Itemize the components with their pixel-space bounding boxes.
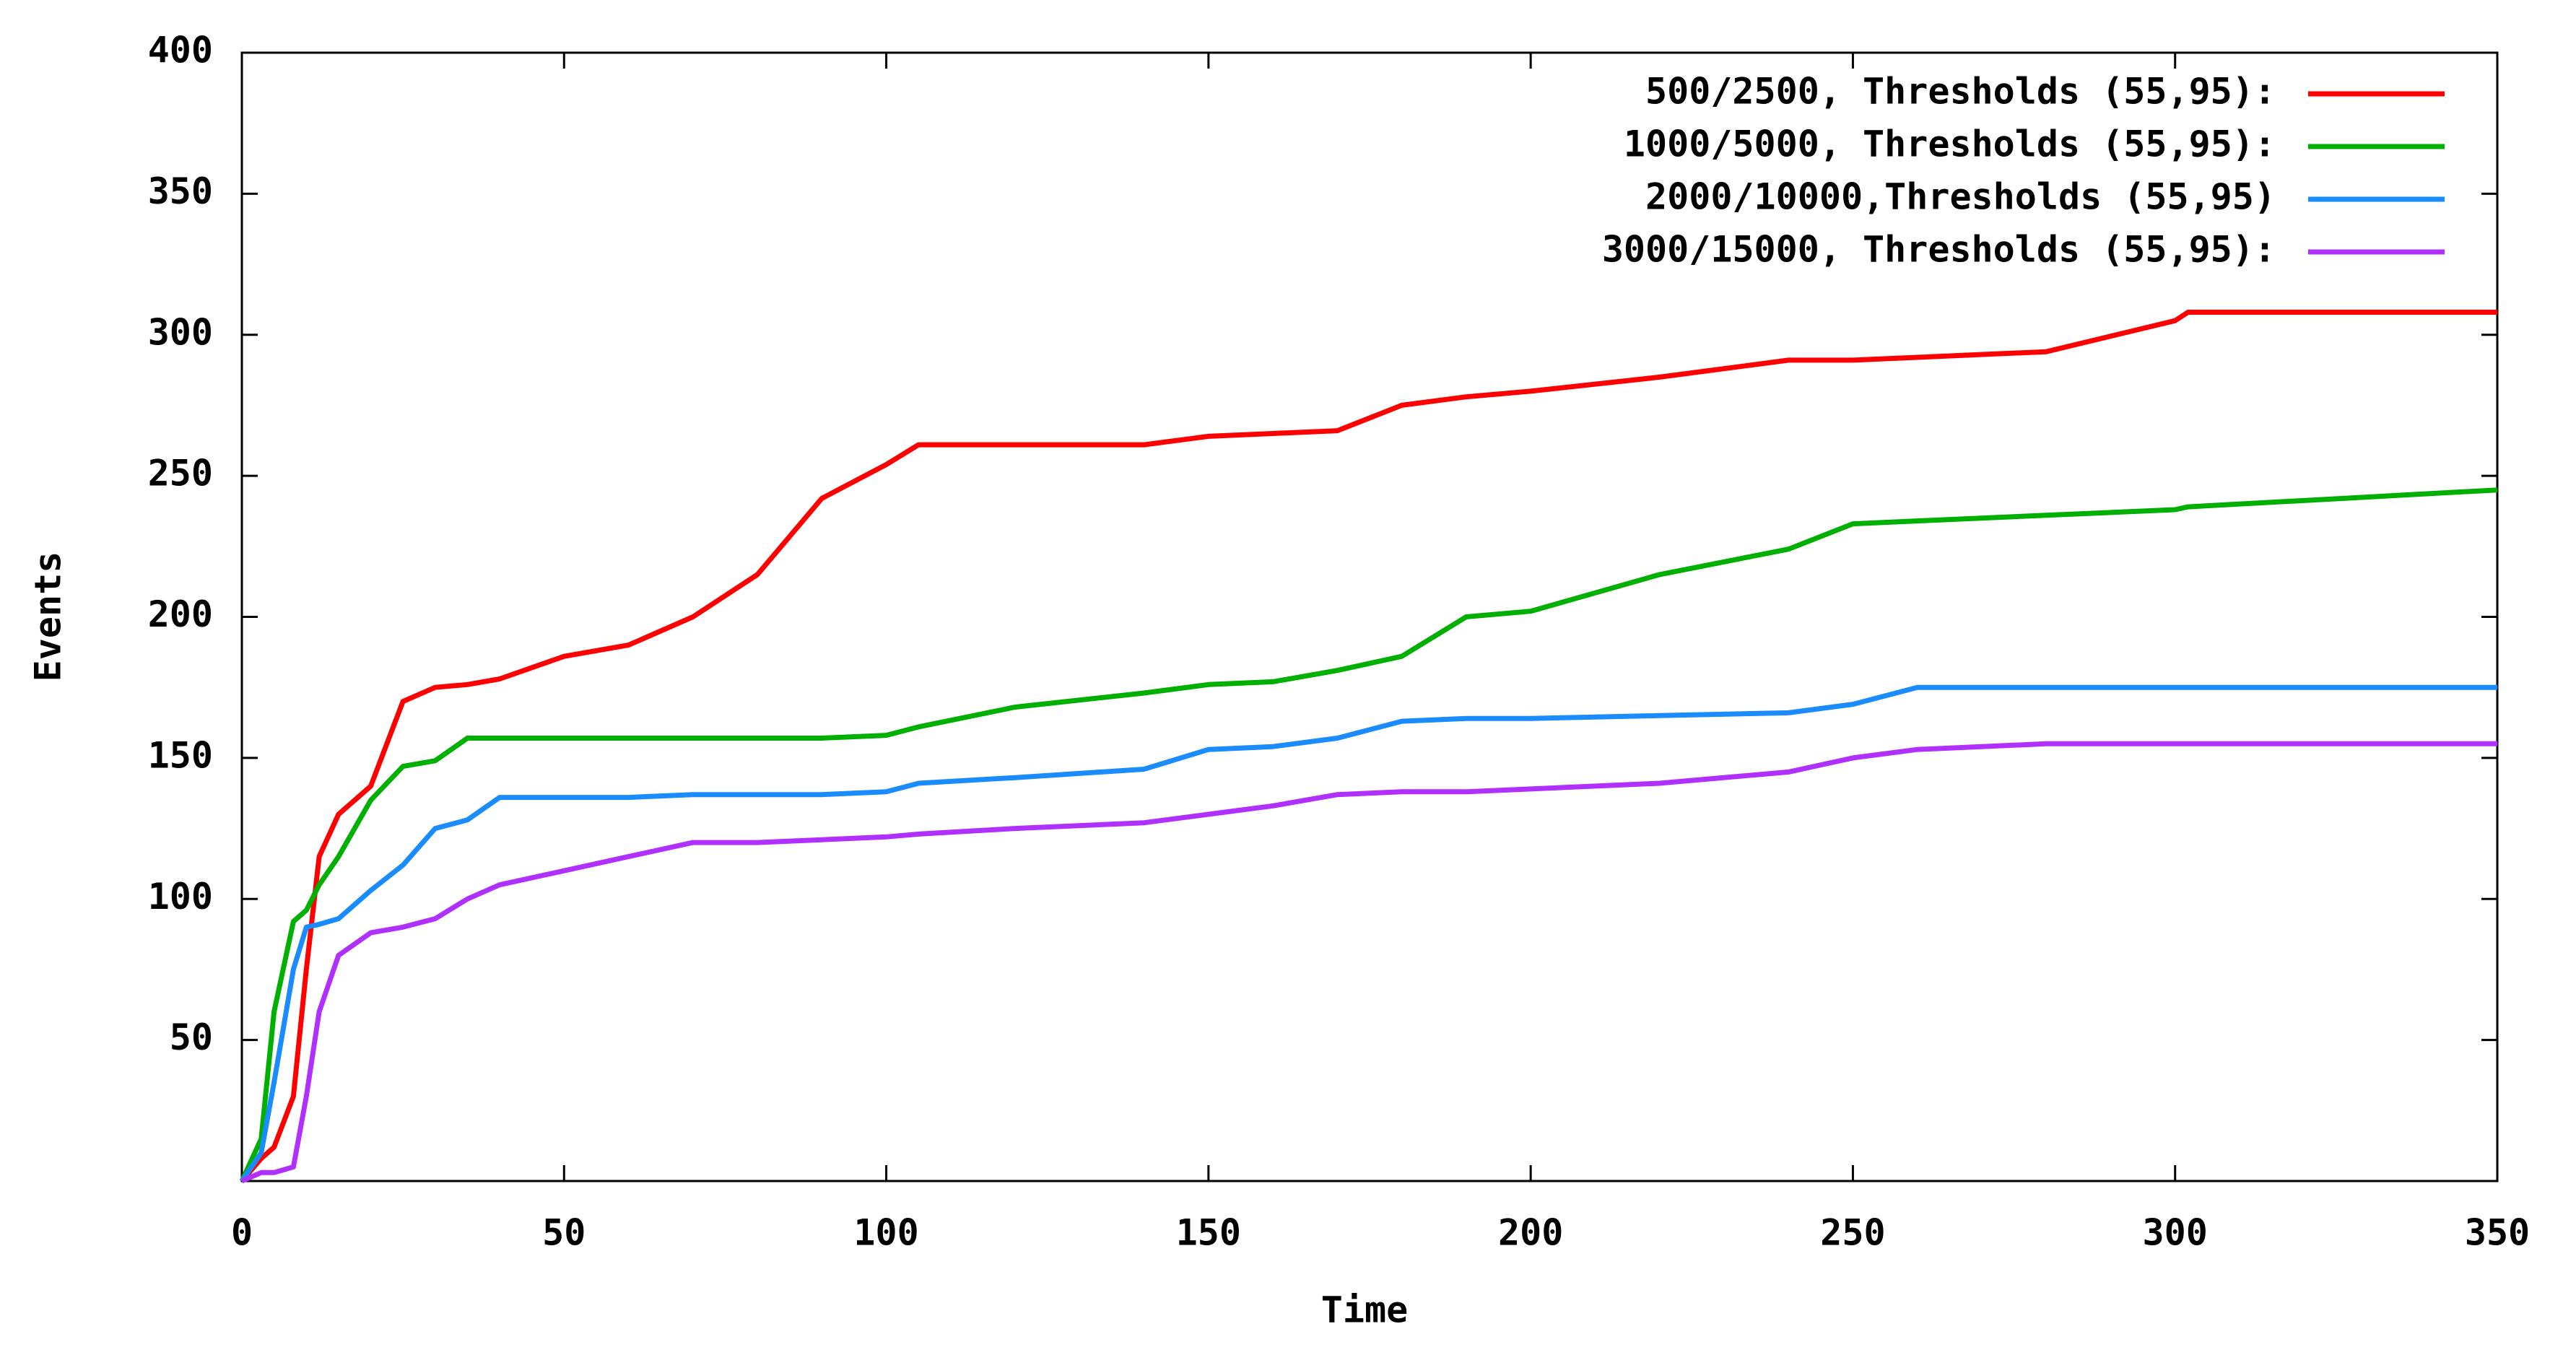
- x-tick-label: 50: [542, 1212, 586, 1254]
- x-axis-label: Time: [1321, 1289, 1408, 1331]
- x-tick-label: 200: [1498, 1212, 1563, 1254]
- series-line: [240, 310, 2497, 1183]
- x-tick-label: 150: [1176, 1212, 1241, 1254]
- x-tick-label: 100: [853, 1212, 918, 1254]
- y-tick-label: 200: [148, 593, 213, 635]
- x-tick-label: 0: [231, 1212, 253, 1254]
- y-tick-label: 250: [148, 453, 213, 494]
- y-tick-label: 150: [148, 734, 213, 776]
- x-tick-label: 350: [2465, 1212, 2530, 1254]
- y-axis-label: Events: [27, 552, 69, 682]
- legend-label: 1000/5000, Thresholds (55,95):: [1624, 123, 2276, 165]
- legend-label: 3000/15000, Thresholds (55,95):: [1602, 229, 2276, 271]
- x-tick-label: 300: [2143, 1212, 2208, 1254]
- y-tick-label: 300: [148, 311, 213, 353]
- series-line: [239, 487, 2498, 1182]
- y-tick-label: 350: [148, 170, 213, 212]
- legend-label: 500/2500, Thresholds (55,95):: [1645, 71, 2276, 113]
- plot-frame: [240, 51, 2499, 1182]
- y-tick-label: 400: [148, 30, 213, 71]
- x-tick-label: 250: [1820, 1212, 1885, 1254]
- series-line: [240, 684, 2497, 1182]
- series-line: [240, 741, 2497, 1184]
- y-tick-label: 100: [148, 876, 213, 918]
- y-tick-label: 50: [170, 1016, 213, 1058]
- legend-label: 2000/10000,Thresholds (55,95): [1645, 176, 2276, 218]
